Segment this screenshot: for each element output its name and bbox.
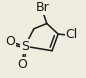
Text: O: O — [17, 58, 27, 71]
Text: O: O — [5, 35, 15, 48]
Text: Br: Br — [36, 1, 50, 14]
Text: S: S — [21, 40, 29, 53]
Text: Cl: Cl — [66, 28, 78, 41]
